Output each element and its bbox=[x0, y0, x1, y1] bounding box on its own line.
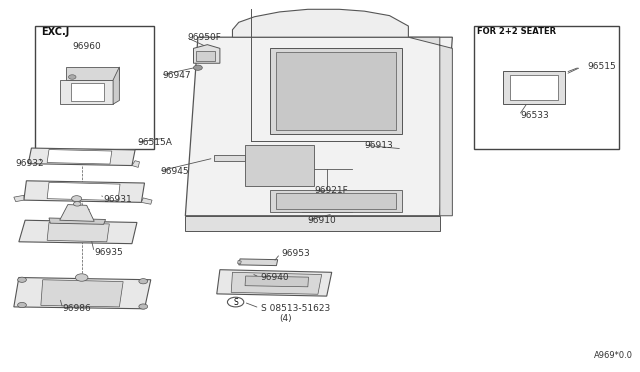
Bar bbox=[196, 51, 215, 61]
Circle shape bbox=[139, 304, 148, 309]
Polygon shape bbox=[49, 218, 106, 224]
Polygon shape bbox=[193, 45, 220, 63]
Text: 96515: 96515 bbox=[588, 62, 616, 71]
Polygon shape bbox=[60, 80, 113, 104]
Circle shape bbox=[193, 65, 202, 70]
Circle shape bbox=[76, 274, 88, 281]
Text: S 08513-51623: S 08513-51623 bbox=[260, 304, 330, 312]
Text: FOR 2+2 SEATER: FOR 2+2 SEATER bbox=[477, 27, 557, 36]
Text: 96921F: 96921F bbox=[314, 186, 348, 195]
Text: 96515A: 96515A bbox=[137, 138, 172, 147]
Text: S: S bbox=[233, 298, 238, 307]
Text: 96960: 96960 bbox=[72, 42, 101, 51]
Polygon shape bbox=[214, 155, 245, 161]
Polygon shape bbox=[502, 71, 566, 104]
Circle shape bbox=[227, 297, 244, 307]
Polygon shape bbox=[245, 145, 314, 186]
Polygon shape bbox=[132, 161, 140, 167]
Circle shape bbox=[139, 279, 148, 284]
Text: 96940: 96940 bbox=[260, 273, 289, 282]
Polygon shape bbox=[276, 52, 396, 130]
Circle shape bbox=[17, 277, 26, 282]
Polygon shape bbox=[47, 150, 112, 164]
Polygon shape bbox=[113, 67, 120, 104]
Circle shape bbox=[72, 196, 82, 202]
Polygon shape bbox=[66, 67, 120, 80]
Polygon shape bbox=[217, 270, 332, 296]
Polygon shape bbox=[47, 182, 120, 201]
Circle shape bbox=[74, 202, 81, 206]
Polygon shape bbox=[24, 181, 145, 202]
Polygon shape bbox=[245, 276, 308, 287]
Polygon shape bbox=[186, 216, 440, 231]
Text: 96913: 96913 bbox=[364, 141, 393, 150]
Polygon shape bbox=[186, 37, 452, 216]
Text: 96947: 96947 bbox=[162, 71, 191, 80]
Polygon shape bbox=[270, 48, 402, 134]
Text: 96910: 96910 bbox=[308, 216, 337, 225]
Polygon shape bbox=[232, 9, 408, 37]
Text: 96950F: 96950F bbox=[188, 33, 221, 42]
Polygon shape bbox=[14, 195, 24, 202]
Text: (4): (4) bbox=[280, 314, 292, 323]
Polygon shape bbox=[510, 75, 558, 100]
Polygon shape bbox=[28, 148, 135, 166]
Circle shape bbox=[17, 302, 26, 308]
Polygon shape bbox=[47, 222, 109, 242]
Text: 96931: 96931 bbox=[104, 195, 132, 203]
Polygon shape bbox=[276, 193, 396, 209]
Polygon shape bbox=[41, 280, 123, 307]
Circle shape bbox=[68, 75, 76, 79]
Polygon shape bbox=[237, 260, 241, 264]
Polygon shape bbox=[270, 190, 402, 212]
Bar bbox=[474, 26, 619, 149]
Polygon shape bbox=[19, 220, 137, 244]
Text: 96953: 96953 bbox=[282, 249, 310, 258]
Text: 96932: 96932 bbox=[16, 159, 44, 168]
Text: 96935: 96935 bbox=[94, 248, 123, 257]
Polygon shape bbox=[141, 198, 152, 204]
Polygon shape bbox=[231, 272, 322, 294]
Polygon shape bbox=[408, 37, 452, 216]
Text: 96986: 96986 bbox=[63, 304, 92, 313]
Text: 96533: 96533 bbox=[520, 111, 549, 120]
Polygon shape bbox=[60, 205, 94, 221]
Text: 96945: 96945 bbox=[160, 167, 189, 176]
Bar bbox=[35, 26, 154, 149]
Polygon shape bbox=[239, 259, 278, 266]
Polygon shape bbox=[71, 83, 104, 101]
Text: EXC.J: EXC.J bbox=[41, 27, 69, 36]
Polygon shape bbox=[14, 278, 151, 309]
Text: A969*0.0: A969*0.0 bbox=[594, 351, 633, 360]
